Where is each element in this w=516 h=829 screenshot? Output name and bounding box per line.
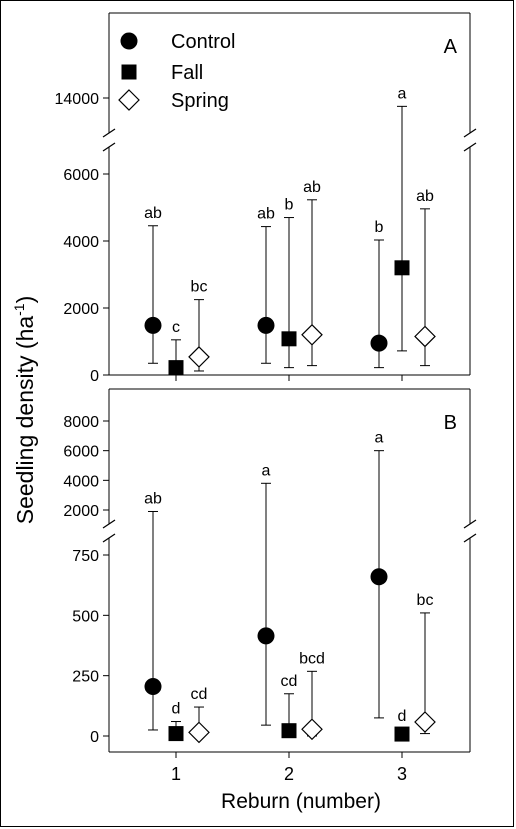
significance-letter: ab <box>416 188 434 205</box>
x-tick-label: 1 <box>171 764 181 784</box>
legend-label: Control <box>171 31 235 53</box>
significance-letter: a <box>398 85 407 102</box>
significance-letter: b <box>375 219 384 236</box>
data-point-square <box>168 726 184 742</box>
significance-letter: d <box>398 708 407 725</box>
y-tick-label: 2000 <box>63 301 99 318</box>
data-point-square <box>281 331 297 347</box>
y-tick-label: 500 <box>72 608 99 625</box>
data-point-diamond <box>414 325 436 348</box>
significance-letter: ab <box>144 490 162 507</box>
series-control: ab a a <box>144 430 388 731</box>
panel-B: 20004000600080000250500750Babaadcddcdbcd… <box>63 388 477 758</box>
significance-letter: b <box>285 197 294 214</box>
legend-label: Spring <box>171 90 229 112</box>
data-point-circle <box>257 316 275 334</box>
series-control: ab ab b <box>144 205 388 369</box>
data-point-square <box>394 260 410 276</box>
significance-letter: ab <box>303 179 321 196</box>
legend-marker-square <box>121 64 137 80</box>
y-tick-label: 2000 <box>63 503 99 520</box>
significance-letter: cd <box>191 686 208 703</box>
significance-letter: ab <box>144 205 162 222</box>
significance-letter: a <box>262 462 271 479</box>
y-axis-label-close: ) <box>12 296 38 304</box>
y-tick-label: 6000 <box>63 167 99 184</box>
panel-label: B <box>444 412 457 434</box>
panel-label: A <box>444 36 458 58</box>
legend-marker-diamond <box>118 89 140 111</box>
y-tick-label: 14000 <box>55 91 100 108</box>
significance-letter: bc <box>417 592 434 609</box>
x-tick-label: 3 <box>397 764 407 784</box>
y-tick-label: 0 <box>90 729 99 746</box>
y-tick-label: 4000 <box>63 473 99 490</box>
x-tick-label: 2 <box>284 764 294 784</box>
x-axis-label: Reburn (number) <box>221 790 381 813</box>
axis-break-mark <box>463 533 477 543</box>
data-point-diamond <box>301 718 323 741</box>
axis-break-mark <box>102 519 116 529</box>
significance-letter: cd <box>281 673 298 690</box>
y-tick-label: 6000 <box>63 444 99 461</box>
data-point-square <box>281 723 297 739</box>
data-point-circle <box>144 678 162 696</box>
legend-marker-circle <box>120 32 138 50</box>
legend-label: Fall <box>171 62 203 84</box>
y-tick-label: 750 <box>72 548 99 565</box>
data-point-circle <box>370 334 388 352</box>
series-fall: c b a <box>168 85 410 376</box>
axis-break-mark <box>102 142 116 152</box>
axis-break-mark <box>463 128 477 138</box>
axis-break-mark <box>102 128 116 138</box>
significance-letter: bc <box>191 279 208 296</box>
axis-break-mark <box>463 519 477 529</box>
legend: 1 2 3 Control Fall Spring <box>118 31 407 784</box>
data-point-diamond <box>414 711 436 733</box>
y-tick-label: 4000 <box>63 234 99 251</box>
data-point-square <box>394 726 410 742</box>
data-point-diamond <box>188 721 210 744</box>
data-point-circle <box>370 568 388 586</box>
data-point-diamond <box>188 346 210 368</box>
data-point-square <box>168 360 184 376</box>
significance-letter: d <box>172 701 181 718</box>
y-axis-label: Seedling density (ha-1) <box>11 296 38 525</box>
significance-letter: c <box>172 319 180 336</box>
axis-break-mark <box>463 142 477 152</box>
series-spring: bc ab ab <box>188 179 436 372</box>
data-point-circle <box>144 316 162 334</box>
significance-letter: ab <box>257 206 275 223</box>
data-point-circle <box>257 627 275 645</box>
significance-letter: a <box>375 430 384 447</box>
y-tick-label: 0 <box>90 368 99 385</box>
axis-break-mark <box>102 533 116 543</box>
y-tick-label: 250 <box>72 669 99 686</box>
y-axis-label-superscript: -1 <box>11 303 27 316</box>
significance-letter: bcd <box>299 650 325 667</box>
y-tick-label: 8000 <box>63 414 99 431</box>
data-point-diamond <box>301 323 323 346</box>
